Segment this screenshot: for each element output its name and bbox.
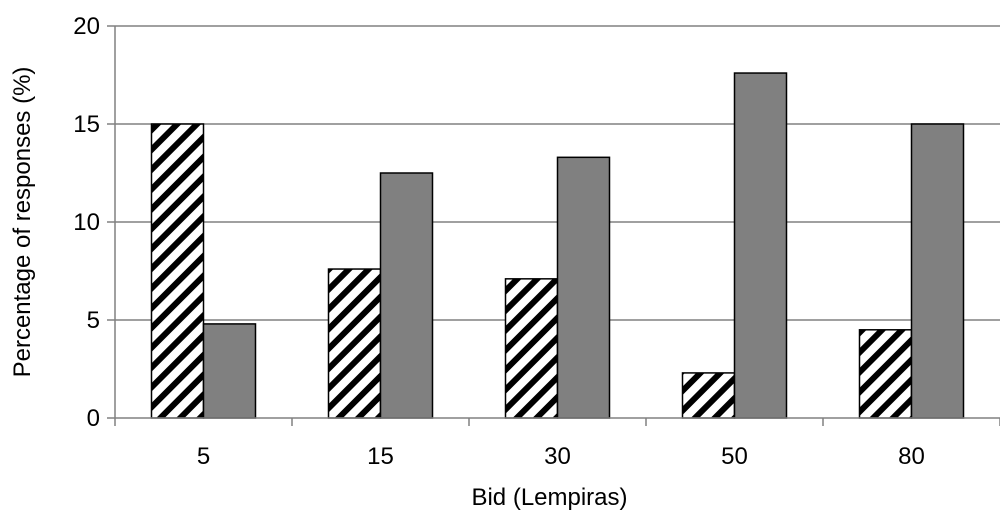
hatched-bar-5 — [150, 123, 205, 419]
x-axis-label: Bid (Lempiras) — [471, 484, 627, 511]
y-tick-label: 0 — [87, 405, 100, 432]
hatched-bar-30 — [504, 278, 559, 419]
gray-bar-30 — [556, 156, 611, 419]
x-tick-label: 5 — [197, 443, 210, 470]
gray-bar-5 — [202, 323, 257, 419]
y-tick-labels: 0 5 10 15 20 — [73, 13, 115, 432]
gray-bar-50 — [733, 72, 788, 419]
x-tick-label: 15 — [367, 443, 394, 470]
hatched-bar-15 — [327, 268, 382, 419]
hatched-bar-50 — [681, 372, 736, 419]
y-tick-label: 10 — [73, 209, 100, 236]
gray-bar-15 — [379, 172, 434, 419]
hatched-bar-80 — [858, 329, 913, 419]
bars — [150, 72, 965, 419]
y-tick-label: 15 — [73, 111, 100, 138]
y-tick-label: 20 — [73, 13, 100, 40]
x-tick-label: 50 — [721, 443, 748, 470]
x-tick-label: 80 — [898, 443, 925, 470]
x-tick-label: 30 — [544, 443, 571, 470]
y-axis-label: Percentage of responses (%) — [9, 67, 36, 378]
x-tick-labels: 5 15 30 50 80 — [114, 418, 1000, 470]
y-tick-label: 5 — [87, 307, 100, 334]
gray-bar-80 — [910, 123, 965, 419]
